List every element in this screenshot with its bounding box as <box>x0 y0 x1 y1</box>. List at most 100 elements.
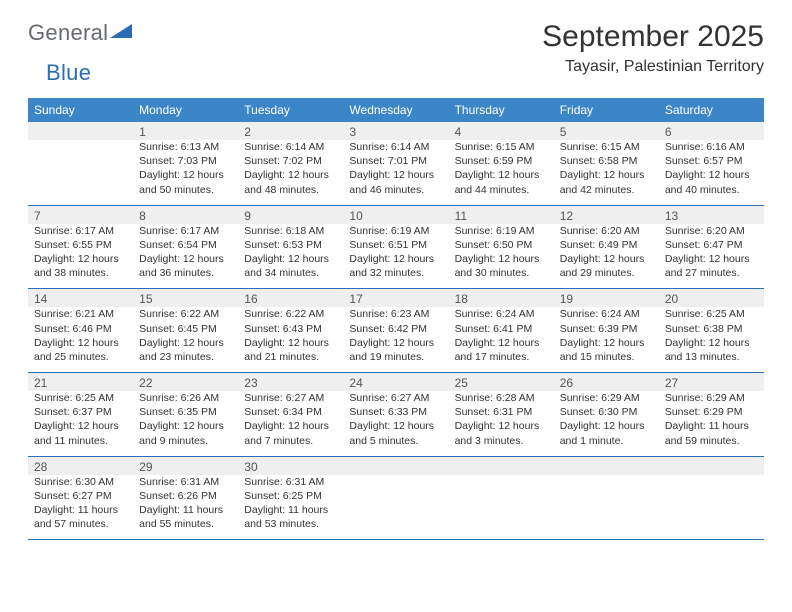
sunrise-line: Sunrise: 6:29 AM <box>665 391 758 405</box>
sunrise-line: Sunrise: 6:31 AM <box>244 475 337 489</box>
day-number <box>554 457 659 475</box>
sunset-line: Sunset: 6:27 PM <box>34 489 127 503</box>
day-number: 25 <box>449 373 554 391</box>
day-number: 15 <box>133 289 238 307</box>
sunset-line: Sunset: 6:39 PM <box>560 322 653 336</box>
day-number: 1 <box>133 122 238 140</box>
sunrise-line: Sunrise: 6:16 AM <box>665 140 758 154</box>
daylight-line: Daylight: 11 hours and 53 minutes. <box>244 503 337 531</box>
daylight-line: Daylight: 12 hours and 23 minutes. <box>139 336 232 364</box>
day-cell: Sunrise: 6:21 AMSunset: 6:46 PMDaylight:… <box>28 307 133 372</box>
daylight-line: Daylight: 12 hours and 50 minutes. <box>139 168 232 196</box>
sunrise-line: Sunrise: 6:13 AM <box>139 140 232 154</box>
day-cell: Sunrise: 6:27 AMSunset: 6:33 PMDaylight:… <box>343 391 448 456</box>
daylight-line: Daylight: 12 hours and 19 minutes. <box>349 336 442 364</box>
weeks-container: 123456Sunrise: 6:13 AMSunset: 7:03 PMDay… <box>28 122 764 540</box>
daylight-line: Daylight: 12 hours and 13 minutes. <box>665 336 758 364</box>
day-number <box>659 457 764 475</box>
daylight-line: Daylight: 12 hours and 36 minutes. <box>139 252 232 280</box>
day-cell <box>28 140 133 205</box>
sunrise-line: Sunrise: 6:14 AM <box>349 140 442 154</box>
logo: General <box>28 20 134 46</box>
logo-text-general: General <box>28 20 108 46</box>
daylight-line: Daylight: 12 hours and 42 minutes. <box>560 168 653 196</box>
day-cell: Sunrise: 6:22 AMSunset: 6:45 PMDaylight:… <box>133 307 238 372</box>
sunrise-line: Sunrise: 6:21 AM <box>34 307 127 321</box>
sunset-line: Sunset: 6:51 PM <box>349 238 442 252</box>
sunrise-line: Sunrise: 6:22 AM <box>139 307 232 321</box>
day-cell <box>343 475 448 540</box>
sunset-line: Sunset: 6:49 PM <box>560 238 653 252</box>
week-body-row: Sunrise: 6:21 AMSunset: 6:46 PMDaylight:… <box>28 307 764 373</box>
day-number: 28 <box>28 457 133 475</box>
day-cell: Sunrise: 6:13 AMSunset: 7:03 PMDaylight:… <box>133 140 238 205</box>
sunset-line: Sunset: 6:53 PM <box>244 238 337 252</box>
day-cell: Sunrise: 6:24 AMSunset: 6:41 PMDaylight:… <box>449 307 554 372</box>
daylight-line: Daylight: 12 hours and 34 minutes. <box>244 252 337 280</box>
sunrise-line: Sunrise: 6:25 AM <box>665 307 758 321</box>
day-number: 5 <box>554 122 659 140</box>
daylight-line: Daylight: 12 hours and 44 minutes. <box>455 168 548 196</box>
sunrise-line: Sunrise: 6:29 AM <box>560 391 653 405</box>
day-cell <box>554 475 659 540</box>
sunset-line: Sunset: 6:47 PM <box>665 238 758 252</box>
day-cell: Sunrise: 6:25 AMSunset: 6:37 PMDaylight:… <box>28 391 133 456</box>
day-cell: Sunrise: 6:30 AMSunset: 6:27 PMDaylight:… <box>28 475 133 540</box>
sunrise-line: Sunrise: 6:27 AM <box>349 391 442 405</box>
daylight-line: Daylight: 11 hours and 59 minutes. <box>665 419 758 447</box>
day-number: 19 <box>554 289 659 307</box>
day-cell: Sunrise: 6:31 AMSunset: 6:25 PMDaylight:… <box>238 475 343 540</box>
day-cell: Sunrise: 6:20 AMSunset: 6:49 PMDaylight:… <box>554 224 659 289</box>
day-cell: Sunrise: 6:23 AMSunset: 6:42 PMDaylight:… <box>343 307 448 372</box>
day-header-sunday: Sunday <box>28 98 133 122</box>
day-cell: Sunrise: 6:27 AMSunset: 6:34 PMDaylight:… <box>238 391 343 456</box>
day-header-monday: Monday <box>133 98 238 122</box>
day-cell: Sunrise: 6:14 AMSunset: 7:01 PMDaylight:… <box>343 140 448 205</box>
sunset-line: Sunset: 6:50 PM <box>455 238 548 252</box>
day-number: 4 <box>449 122 554 140</box>
sunrise-line: Sunrise: 6:27 AM <box>244 391 337 405</box>
daylight-line: Daylight: 12 hours and 21 minutes. <box>244 336 337 364</box>
sunset-line: Sunset: 6:38 PM <box>665 322 758 336</box>
sunset-line: Sunset: 7:03 PM <box>139 154 232 168</box>
sunset-line: Sunset: 7:01 PM <box>349 154 442 168</box>
daylight-line: Daylight: 12 hours and 40 minutes. <box>665 168 758 196</box>
sunset-line: Sunset: 6:41 PM <box>455 322 548 336</box>
sunrise-line: Sunrise: 6:24 AM <box>560 307 653 321</box>
calendar: Sunday Monday Tuesday Wednesday Thursday… <box>28 98 764 540</box>
day-header-friday: Friday <box>554 98 659 122</box>
sunset-line: Sunset: 6:35 PM <box>139 405 232 419</box>
sunrise-line: Sunrise: 6:19 AM <box>455 224 548 238</box>
daylight-line: Daylight: 12 hours and 46 minutes. <box>349 168 442 196</box>
daylight-line: Daylight: 12 hours and 25 minutes. <box>34 336 127 364</box>
daylight-line: Daylight: 12 hours and 3 minutes. <box>455 419 548 447</box>
daylight-line: Daylight: 12 hours and 48 minutes. <box>244 168 337 196</box>
day-cell <box>659 475 764 540</box>
sunrise-line: Sunrise: 6:17 AM <box>34 224 127 238</box>
day-number: 18 <box>449 289 554 307</box>
week-daynum-row: 14151617181920 <box>28 289 764 307</box>
daylight-line: Daylight: 12 hours and 32 minutes. <box>349 252 442 280</box>
sunset-line: Sunset: 6:33 PM <box>349 405 442 419</box>
day-number: 3 <box>343 122 448 140</box>
day-number: 11 <box>449 206 554 224</box>
day-number: 10 <box>343 206 448 224</box>
sunrise-line: Sunrise: 6:26 AM <box>139 391 232 405</box>
day-cell: Sunrise: 6:22 AMSunset: 6:43 PMDaylight:… <box>238 307 343 372</box>
sunset-line: Sunset: 6:59 PM <box>455 154 548 168</box>
sunset-line: Sunset: 6:37 PM <box>34 405 127 419</box>
day-number <box>449 457 554 475</box>
day-cell: Sunrise: 6:19 AMSunset: 6:51 PMDaylight:… <box>343 224 448 289</box>
day-cell: Sunrise: 6:24 AMSunset: 6:39 PMDaylight:… <box>554 307 659 372</box>
sunrise-line: Sunrise: 6:20 AM <box>665 224 758 238</box>
day-number: 7 <box>28 206 133 224</box>
day-number: 21 <box>28 373 133 391</box>
sunset-line: Sunset: 6:30 PM <box>560 405 653 419</box>
day-cell: Sunrise: 6:17 AMSunset: 6:54 PMDaylight:… <box>133 224 238 289</box>
day-cell: Sunrise: 6:18 AMSunset: 6:53 PMDaylight:… <box>238 224 343 289</box>
sunset-line: Sunset: 6:25 PM <box>244 489 337 503</box>
day-number: 2 <box>238 122 343 140</box>
sunset-line: Sunset: 6:26 PM <box>139 489 232 503</box>
day-number: 29 <box>133 457 238 475</box>
week-body-row: Sunrise: 6:17 AMSunset: 6:55 PMDaylight:… <box>28 224 764 290</box>
